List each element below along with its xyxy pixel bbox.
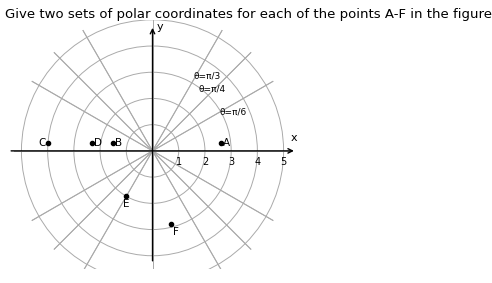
Text: 1: 1 — [176, 157, 182, 168]
Text: B: B — [115, 138, 123, 148]
Text: θ=π/3: θ=π/3 — [193, 72, 220, 81]
Text: 2: 2 — [202, 157, 208, 168]
Text: C: C — [38, 138, 46, 148]
Text: E: E — [123, 199, 130, 209]
Text: 5: 5 — [280, 157, 287, 168]
Text: Give two sets of polar coordinates for each of the points A-F in the figure.: Give two sets of polar coordinates for e… — [5, 8, 492, 22]
Text: θ=π/6: θ=π/6 — [219, 107, 246, 116]
Text: 4: 4 — [254, 157, 260, 168]
Text: F: F — [173, 227, 179, 237]
Text: x: x — [291, 133, 297, 143]
Text: D: D — [94, 138, 102, 148]
Text: 3: 3 — [228, 157, 234, 168]
Text: A: A — [223, 138, 230, 148]
Text: θ=π/4: θ=π/4 — [198, 85, 225, 94]
Text: y: y — [156, 22, 163, 33]
